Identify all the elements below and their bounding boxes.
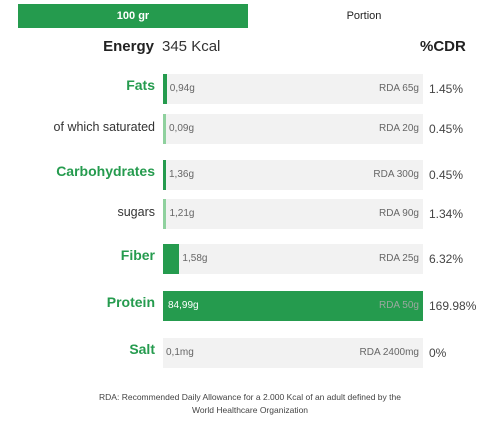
- tab-portion[interactable]: Portion: [248, 4, 480, 28]
- nutrient-label: Protein: [106, 294, 155, 310]
- nutrient-rda: RDA 20g: [378, 123, 419, 134]
- nutrient-amount: 0,1mg: [166, 347, 194, 358]
- nutrient-bar-fill: [163, 244, 180, 274]
- nutrient-row-protein: Protein 84,99g RDA 50g 169.98%: [0, 291, 500, 321]
- nutrient-rda: RDA 25g: [378, 253, 419, 264]
- nutrient-rda: RDA 50g: [378, 300, 419, 311]
- nutrient-pct: 6.32%: [429, 252, 464, 266]
- nutrient-row-salt: Salt 0,1mg RDA 2400mg 0%: [0, 338, 500, 368]
- rda-footnote: RDA: Recommended Daily Allowance for a 2…: [90, 391, 410, 417]
- energy-value: 345 Kcal: [162, 38, 221, 55]
- nutrient-bar-fill: [163, 199, 167, 229]
- nutrient-amount: 0,94g: [169, 83, 195, 94]
- nutrient-bar-fill: [163, 160, 166, 190]
- nutrient-bar-track: 0,1mg RDA 2400mg: [163, 338, 423, 368]
- footnote-line: World Healthcare Organization: [191, 405, 309, 415]
- nutrient-row-saturated: of which saturated 0,09g RDA 20g 0.45%: [0, 114, 500, 144]
- nutrient-bar-track: 0,94g RDA 65g: [163, 74, 423, 104]
- nutrient-row-carbohydrates: Carbohydrates 1,36g RDA 300g 0.45%: [0, 160, 500, 190]
- footnote-line: RDA: Recommended Daily Allowance for a 2…: [99, 392, 401, 402]
- nutrient-pct: 169.98%: [429, 299, 477, 313]
- nutrient-bar-fill: [163, 291, 423, 321]
- nutrient-pct: 0.45%: [429, 122, 464, 136]
- nutrient-label: Fats: [126, 77, 155, 93]
- nutrient-label: sugars: [117, 205, 155, 219]
- nutrient-amount: 1,36g: [169, 169, 195, 180]
- nutrient-bar-track: 1,36g RDA 300g: [163, 160, 423, 190]
- nutrient-rda: RDA 65g: [378, 83, 419, 94]
- nutrient-label: Fiber: [120, 247, 155, 263]
- nutrient-label: Salt: [129, 341, 155, 357]
- energy-label: Energy: [103, 38, 154, 55]
- nutrient-rda: RDA 2400mg: [359, 347, 419, 358]
- nutrient-amount: 1,21g: [169, 208, 195, 219]
- nutrient-row-fiber: Fiber 1,58g RDA 25g 6.32%: [0, 244, 500, 274]
- nutrient-row-sugars: sugars 1,21g RDA 90g 1.34%: [0, 199, 500, 229]
- nutrient-pct: 1.45%: [429, 82, 464, 96]
- nutrient-amount: 1,58g: [182, 253, 208, 264]
- nutrient-bar-track: 1,21g RDA 90g: [163, 199, 423, 229]
- nutrient-bar-track: 1,58g RDA 25g: [163, 244, 423, 274]
- nutrient-rda: RDA 300g: [373, 169, 419, 180]
- nutrient-label: Carbohydrates: [56, 163, 155, 179]
- nutrient-bar-track: 0,09g RDA 20g: [163, 114, 423, 144]
- nutrient-amount: 84,99g: [168, 300, 199, 311]
- tab-100gr[interactable]: 100 gr: [18, 4, 248, 28]
- nutrient-label: of which saturated: [53, 120, 155, 134]
- nutrient-pct: 0.45%: [429, 168, 464, 182]
- portion-tabs: 100 gr Portion: [18, 4, 480, 28]
- nutrient-row-fats: Fats 0,94g RDA 65g 1.45%: [0, 74, 500, 104]
- nutrient-rda: RDA 90g: [378, 208, 419, 219]
- nutrient-bar-fill: [163, 74, 167, 104]
- nutrient-bar-fill: [163, 114, 166, 144]
- nutrient-pct: 0%: [429, 346, 447, 360]
- cdr-header: %CDR: [420, 38, 466, 55]
- nutrient-bar-track: 84,99g RDA 50g: [163, 291, 423, 321]
- nutrient-amount: 0,09g: [169, 123, 195, 134]
- nutrient-pct: 1.34%: [429, 207, 464, 221]
